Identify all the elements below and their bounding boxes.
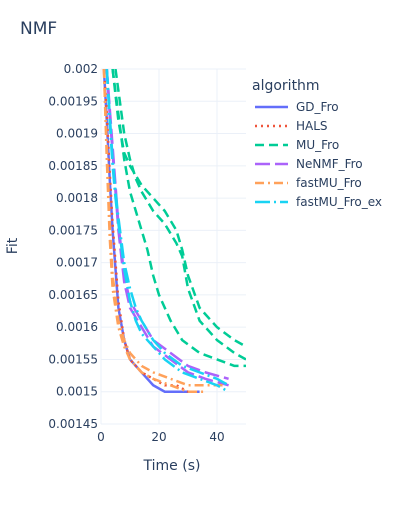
chart-title: NMF (20, 19, 57, 39)
legend-label: MU_Fro (296, 138, 339, 152)
y-tick-label: 0.00175 (48, 223, 98, 237)
y-tick-label: 0.00185 (48, 159, 98, 173)
series-line-mu-fro (111, 69, 246, 368)
y-tick-label: 0.00155 (48, 352, 98, 366)
x-axis-title: Time (s) (143, 458, 201, 474)
legend-item-hals[interactable]: HALS (255, 119, 328, 133)
y-tick-label: 0.0015 (56, 385, 98, 399)
series-layer (102, 69, 246, 393)
y-tick-label: 0.0017 (56, 256, 98, 270)
y-tick-label: 0.00145 (48, 417, 98, 431)
y-tick-label: 0.002 (64, 62, 98, 76)
legend[interactable]: algorithm GD_Fro HALS MU_Fro NeNMF_Fro fastM… (252, 78, 382, 209)
series-line-fastmu-fro-ex (105, 69, 230, 393)
y-axis-title: Fit (5, 237, 21, 254)
y-tick-label: 0.00195 (48, 94, 98, 108)
series-line-mu-fro (111, 69, 246, 348)
y-tick-label: 0.00165 (48, 288, 98, 302)
x-axis: 0 20 40 (97, 430, 224, 444)
legend-item-mu-fro[interactable]: MU_Fro (255, 138, 339, 152)
legend-item-gd-fro[interactable]: GD_Fro (255, 100, 339, 114)
legend-title: algorithm (252, 78, 320, 94)
legend-label: GD_Fro (296, 100, 339, 114)
y-axis: 0.002 0.00195 0.0019 0.00185 0.0018 0.00175 0.… (48, 62, 98, 431)
y-tick-label: 0.0016 (56, 320, 98, 334)
legend-label: HALS (296, 119, 328, 133)
x-tick-label: 0 (97, 430, 105, 444)
legend-item-fastmu-fro[interactable]: fastMU_Fro (255, 176, 362, 190)
legend-item-fastmu-fro-ex[interactable]: fastMU_Fro_ex (255, 195, 382, 209)
legend-label: NeNMF_Fro (296, 157, 363, 171)
x-tick-label: 20 (151, 430, 166, 444)
legend-label: fastMU_Fro_ex (296, 195, 382, 209)
y-tick-label: 0.0018 (56, 191, 98, 205)
x-tick-label: 40 (209, 430, 224, 444)
grid (100, 68, 246, 425)
series-line-fastmu-fro (102, 69, 206, 393)
legend-label: fastMU_Fro (296, 176, 362, 190)
series-line-hals (102, 69, 189, 393)
y-tick-label: 0.0019 (56, 127, 98, 141)
legend-item-nenmf-fro[interactable]: NeNMF_Fro (255, 157, 363, 171)
